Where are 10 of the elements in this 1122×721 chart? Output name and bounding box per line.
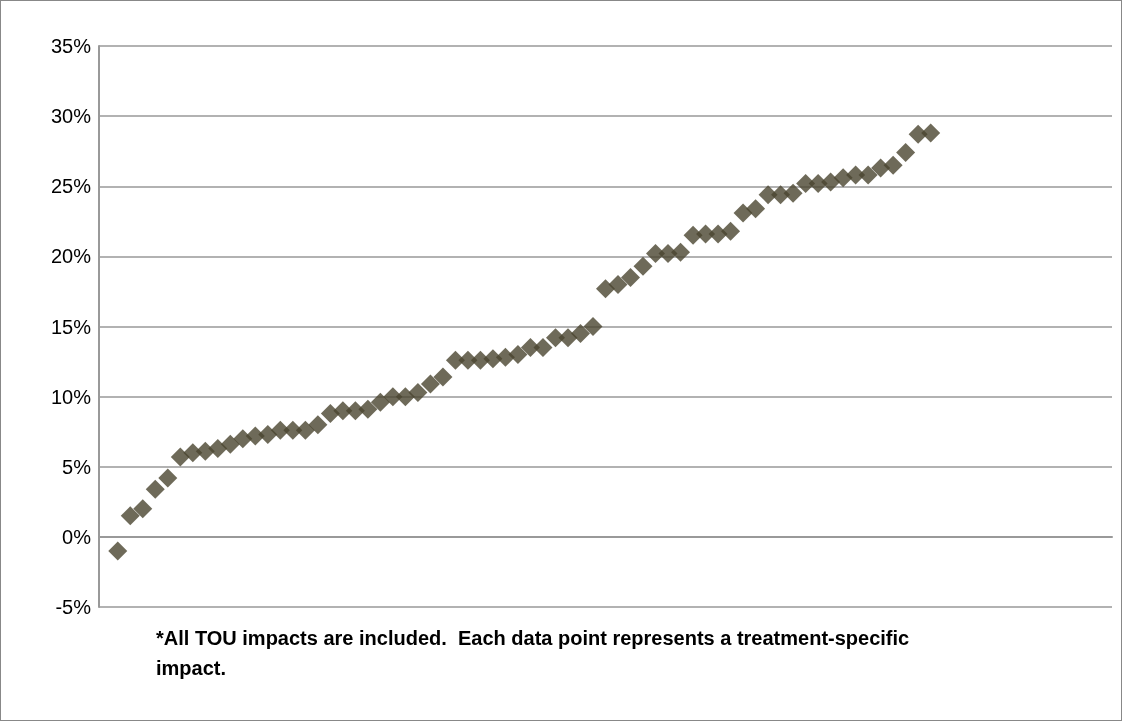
y-tick-label: 20% (50, 245, 92, 268)
y-tick-label: 25% (50, 175, 92, 198)
y-tick-label: 5% (62, 455, 92, 478)
y-tick-label: 10% (50, 385, 92, 408)
y-tick-label: 35% (50, 35, 92, 57)
y-tick-label: 30% (50, 105, 92, 128)
text: *All TOU impacts are included. Each data point represents a treatment-specific impact. (156, 627, 915, 679)
y-tick-label: 0% (62, 525, 92, 548)
y-tick-label: -5% (55, 596, 92, 618)
y-tick-label: 15% (50, 315, 92, 338)
